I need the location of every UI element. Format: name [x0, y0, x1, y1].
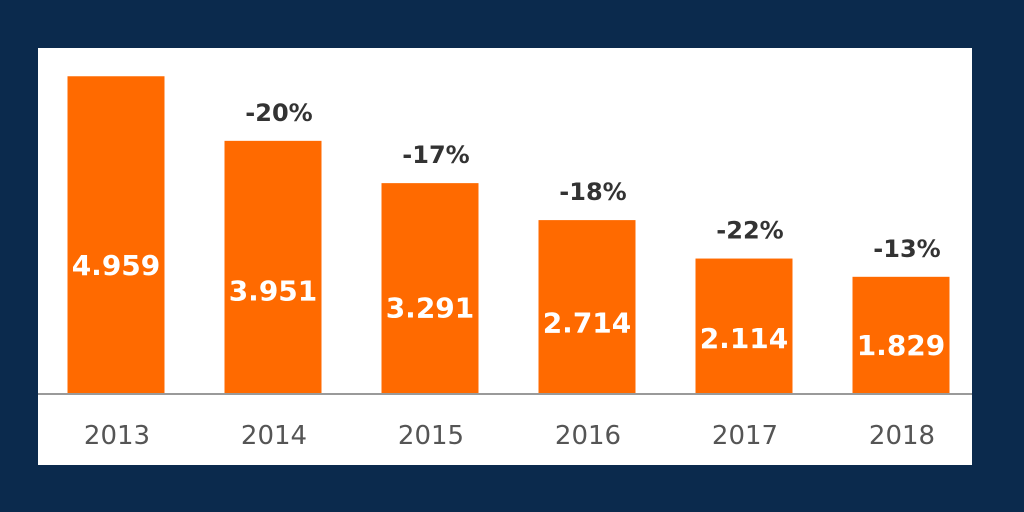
value-label-2014: 3.951	[229, 275, 318, 308]
value-label-2016: 2.714	[543, 306, 632, 339]
value-label-2018: 1.829	[857, 329, 946, 362]
value-label-2017: 2.114	[700, 322, 789, 355]
change-label-2016: -18%	[559, 178, 626, 206]
value-label-2013: 4.959	[72, 249, 161, 282]
bar-2018	[852, 276, 950, 394]
bar-chart: 4.959 3.951 -20% 3.291 -17% 2.714 -18% 2.114 -22…	[38, 76, 972, 451]
x-axis-ticks: 2013 2014 2015 2016 2017 2018	[84, 421, 935, 451]
x-tick-label-2015: 2015	[398, 421, 464, 451]
bar-2016	[538, 220, 636, 394]
x-tick-label-2013: 2013	[84, 421, 150, 451]
change-label-2014: -20%	[245, 99, 312, 127]
x-tick-label-2017: 2017	[712, 421, 778, 451]
change-label-2018: -13%	[873, 235, 940, 263]
x-tick-label-2016: 2016	[555, 421, 621, 451]
bar-2013	[67, 76, 165, 395]
bar-2014	[224, 140, 322, 394]
bars-group: 4.959 3.951 -20% 3.291 -17% 2.714 -18% 2.114 -22…	[67, 76, 950, 395]
chart-panel: 4.959 3.951 -20% 3.291 -17% 2.714 -18% 2.114 -22…	[38, 48, 972, 465]
x-tick-label-2014: 2014	[241, 421, 307, 451]
change-label-2017: -22%	[716, 217, 783, 245]
bar-2015	[381, 183, 479, 394]
change-label-2015: -17%	[402, 141, 469, 169]
bar-2017	[695, 258, 793, 394]
value-label-2015: 3.291	[386, 292, 475, 325]
x-tick-label-2018: 2018	[869, 421, 935, 451]
